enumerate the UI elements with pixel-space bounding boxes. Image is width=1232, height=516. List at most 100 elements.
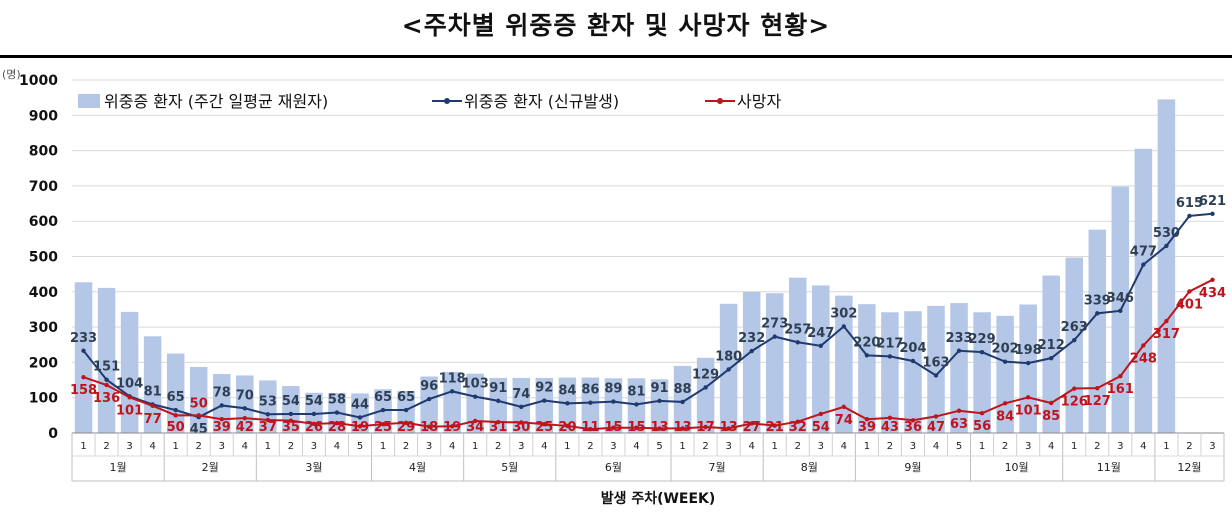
week-tick-label: 1 [265, 441, 271, 452]
deaths-point [127, 395, 132, 400]
deaths-point [1002, 401, 1008, 406]
deaths-point [242, 415, 247, 421]
deaths-point [634, 425, 639, 430]
bar [74, 282, 93, 433]
deaths-point [357, 424, 363, 429]
bar [673, 365, 692, 433]
severe-new-point [634, 402, 639, 407]
deaths-point [496, 419, 501, 425]
deaths-label: 31 [489, 420, 507, 435]
severe-new-label: 44 [351, 397, 369, 412]
month-tick-label: 2월 [202, 461, 219, 474]
severe-new-point [81, 348, 86, 353]
bar [581, 377, 600, 433]
deaths-point [1141, 343, 1146, 348]
severe-new-label: 70 [236, 388, 254, 403]
severe-new-label: 78 [213, 385, 231, 400]
deaths-point [1118, 373, 1123, 379]
deaths-label: 77 [144, 412, 162, 427]
deaths-label: 74 [835, 413, 853, 428]
deaths-label: 11 [581, 420, 599, 435]
legend-label: 위중증 환자 (주간 일평균 재원자) [104, 92, 328, 111]
severe-new-label: 615 [1176, 196, 1203, 211]
deaths-label: 50 [190, 396, 208, 411]
severe-new-label: 65 [397, 390, 415, 405]
severe-new-point [1210, 211, 1215, 216]
deaths-point [680, 426, 685, 431]
deaths-point [588, 426, 593, 432]
bar [604, 378, 623, 433]
severe-new-point [841, 324, 847, 329]
deaths-label: 13 [650, 420, 668, 435]
severe-new-label: 339 [1084, 293, 1111, 308]
severe-new-label: 247 [807, 326, 834, 341]
deaths-point [219, 417, 224, 422]
deaths-label: 158 [70, 383, 97, 398]
bar [535, 377, 554, 433]
severe-new-point [1095, 311, 1100, 316]
bar [973, 312, 991, 433]
y-tick-label: 100 [29, 391, 58, 407]
week-tick-label: 1 [979, 441, 985, 452]
deaths-label: 25 [535, 420, 553, 435]
deaths-point [1072, 386, 1077, 391]
deaths-label: 126 [1061, 395, 1088, 410]
deaths-label: 50 [167, 420, 185, 435]
month-tick-label: 4월 [409, 461, 426, 474]
line-series [81, 211, 1215, 432]
deaths-point [933, 414, 939, 419]
y-tick-label: 600 [29, 214, 58, 230]
severe-new-label: 302 [830, 306, 857, 321]
deaths-point [749, 421, 754, 426]
week-tick-label: 3 [426, 441, 432, 452]
severe-new-label: 204 [899, 341, 926, 356]
week-tick-label: 3 [818, 441, 824, 452]
deaths-label: 84 [996, 409, 1014, 424]
week-tick-label: 2 [702, 441, 708, 452]
deaths-label: 127 [1084, 394, 1111, 409]
severe-new-label: 180 [715, 349, 742, 364]
month-tick-label: 1월 [110, 461, 127, 474]
bar [696, 357, 715, 433]
bar [765, 293, 784, 433]
deaths-point [1049, 400, 1054, 406]
legend: 위중증 환자 (주간 일평균 재원자) 위중증 환자 (신규발생) 사망자 [78, 92, 781, 111]
week-tick-label: 2 [196, 441, 202, 452]
severe-new-label: 257 [784, 322, 811, 337]
legend-swatch-bar [78, 94, 100, 108]
legend-swatch-marker [717, 98, 723, 104]
bar [650, 379, 669, 433]
y-tick-label: 800 [29, 144, 58, 160]
severe-new-label: 118 [439, 371, 466, 386]
deaths-label: 136 [93, 391, 120, 406]
month-tick-label: 7월 [709, 461, 726, 474]
deaths-label: 13 [720, 420, 738, 435]
deaths-label: 37 [259, 420, 277, 435]
severe-new-point [519, 404, 524, 410]
severe-new-label: 530 [1153, 226, 1180, 241]
severe-new-label: 54 [282, 394, 300, 409]
severe-new-point [311, 411, 317, 417]
deaths-label: 101 [1015, 403, 1042, 418]
bar [489, 377, 507, 433]
deaths-point [334, 420, 340, 426]
week-tick-label: 1 [679, 441, 685, 452]
deaths-label: 317 [1153, 327, 1180, 342]
severe-new-label: 477 [1130, 245, 1157, 260]
severe-new-label: 232 [738, 331, 765, 346]
month-tick-label: 8월 [801, 461, 818, 474]
deaths-point [403, 420, 409, 425]
deaths-point [426, 424, 432, 429]
deaths-label: 39 [858, 420, 876, 435]
bar-series [74, 99, 1176, 433]
deaths-point [104, 382, 109, 388]
week-tick-label: 4 [841, 441, 847, 452]
deaths-label: 85 [1042, 409, 1060, 424]
severe-new-label: 104 [116, 376, 143, 391]
bar [742, 291, 761, 433]
month-tick-label: 10월 [1005, 461, 1029, 474]
severe-new-label: 346 [1107, 291, 1134, 306]
severe-new-label: 220 [853, 335, 880, 350]
deaths-label: 25 [374, 420, 392, 435]
